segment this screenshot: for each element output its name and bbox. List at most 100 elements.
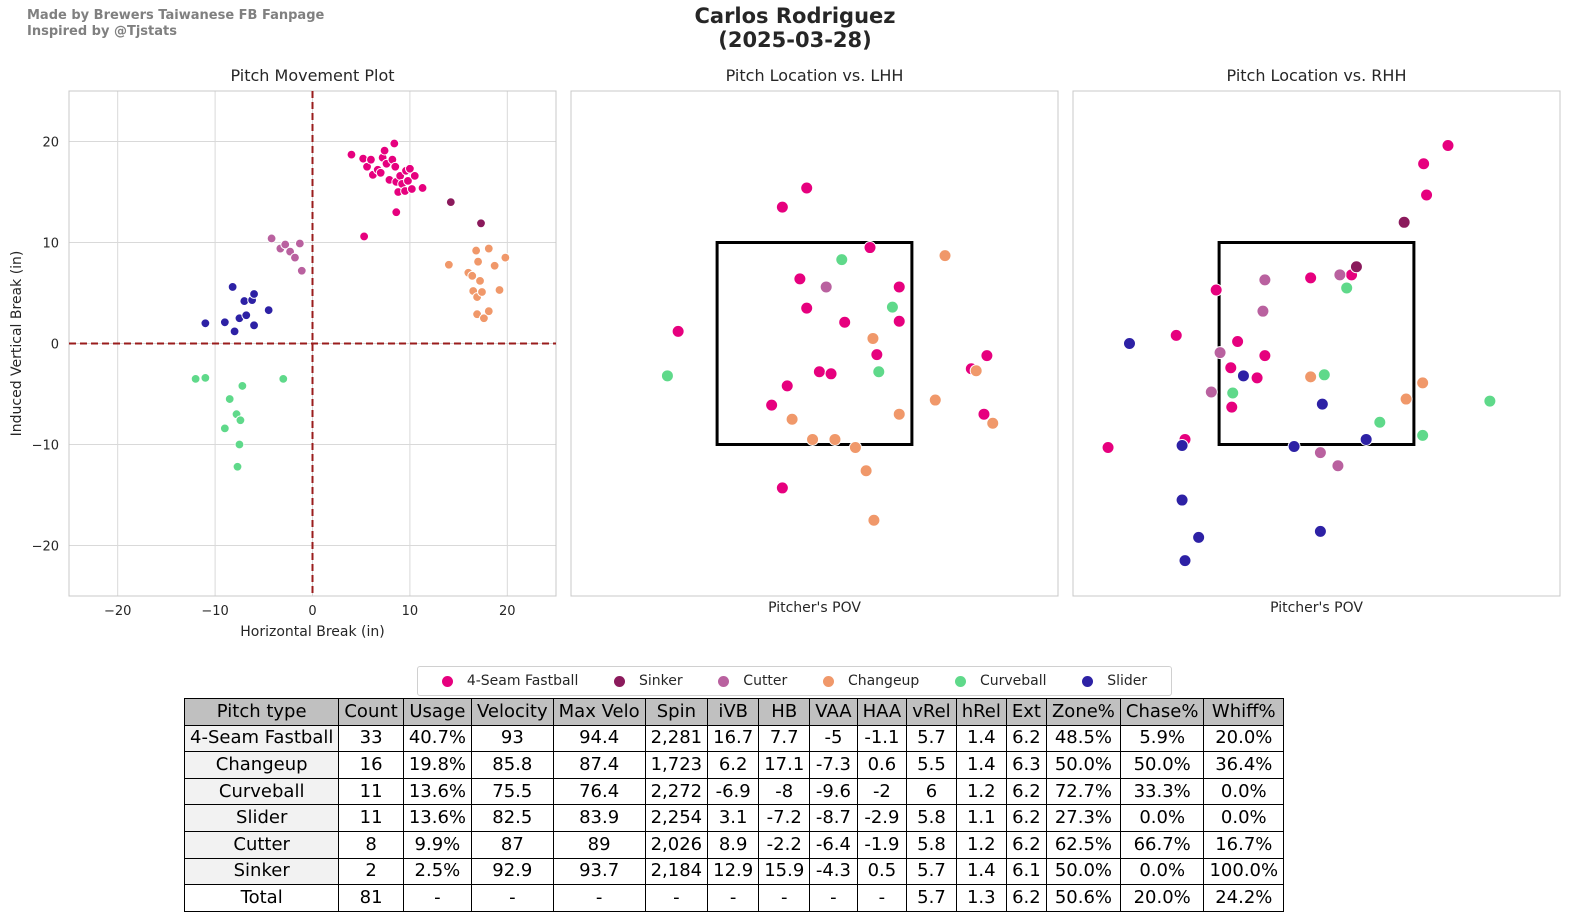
point-changeup bbox=[866, 331, 880, 345]
table-cell: 72.7% bbox=[1045, 777, 1121, 806]
point-changeup bbox=[443, 259, 454, 270]
point-changeup bbox=[928, 393, 942, 407]
point-cutter bbox=[1258, 273, 1272, 287]
plot-pitch-movement-plot: Pitch Movement Plot −20 −10 0 10 20 −20 −10 0 10 2… bbox=[9, 66, 557, 640]
table-cell: 33 bbox=[338, 724, 404, 753]
point-curveball bbox=[219, 423, 230, 434]
column-header: Ext bbox=[1005, 698, 1047, 726]
plot-frame bbox=[1072, 90, 1561, 597]
table-cell: 1,723 bbox=[644, 751, 709, 779]
point-cutter bbox=[266, 233, 277, 244]
point-4-seam-fastball bbox=[1250, 371, 1264, 385]
table-cell: 6 bbox=[906, 777, 957, 806]
table-cell: 2,026 bbox=[644, 830, 709, 859]
y-tick-label: 20 bbox=[42, 136, 59, 151]
table-cell: 48.5% bbox=[1045, 724, 1121, 753]
point-cutter bbox=[1204, 385, 1218, 399]
table-cell: 7.7 bbox=[758, 724, 811, 753]
y-axis-label: Induced Vertical Break (in) bbox=[9, 251, 25, 437]
point-changeup bbox=[473, 256, 483, 267]
point-4-seam-fastball bbox=[1304, 271, 1318, 285]
point-slider bbox=[219, 317, 230, 328]
x-tick-label: 20 bbox=[499, 604, 516, 619]
plot-title: Pitch Location vs. LHH bbox=[726, 66, 904, 85]
point-changeup bbox=[986, 416, 1000, 430]
point-curveball bbox=[234, 439, 245, 450]
point-changeup bbox=[806, 432, 820, 446]
table-cell: 1.2 bbox=[955, 777, 1007, 806]
table-cell: 93 bbox=[471, 724, 554, 753]
legend-item-slider: Slider bbox=[1082, 673, 1147, 689]
table-header-row: Pitch type Count Usage Velocity Max Velo Spin… bbox=[183, 698, 1285, 726]
x-axis-label: Pitcher's POV bbox=[768, 600, 861, 616]
point-curveball bbox=[237, 381, 248, 391]
table-cell: 8.9 bbox=[707, 830, 760, 859]
table-cell: 8 bbox=[338, 830, 404, 859]
table-cell: 89 bbox=[552, 830, 646, 859]
x-tick-label: 10 bbox=[402, 604, 419, 619]
table-cell: - bbox=[471, 884, 554, 912]
point-4-seam-fastball bbox=[417, 183, 428, 193]
table-cell: 92.9 bbox=[471, 857, 554, 886]
point-curveball bbox=[835, 253, 849, 267]
table-cell: 5.5 bbox=[906, 751, 957, 779]
table-cell: 1.4 bbox=[955, 751, 1007, 779]
table-row: Curveball 11 13.6% 75.5 76.4 2,272 -6.9 -8 -9.6-… bbox=[183, 777, 1285, 806]
legend-label: Curveball bbox=[979, 673, 1047, 689]
point-changeup bbox=[479, 313, 489, 324]
table-cell: 13.6% bbox=[402, 804, 473, 832]
table-cell: - bbox=[809, 884, 858, 912]
plot-title: Pitch Movement Plot bbox=[230, 66, 394, 85]
table-cell: 27.3% bbox=[1045, 804, 1121, 832]
table-cell: 0.0% bbox=[1203, 777, 1285, 806]
point-4-seam-fastball bbox=[403, 175, 413, 186]
legend-marker bbox=[614, 675, 625, 687]
point-4-seam-fastball bbox=[812, 365, 826, 379]
table-cell: -5 bbox=[809, 724, 858, 753]
table-cell: 0.0% bbox=[1119, 804, 1205, 832]
column-header: Max Velo bbox=[552, 698, 646, 726]
table-row: Total 81- - - - - - - -5.7 1.3 6.2 50.6% 20.0% 24.2% bbox=[183, 884, 1285, 912]
point-sinker bbox=[476, 218, 486, 229]
table-cell: 6.2 bbox=[707, 751, 760, 779]
point-slider bbox=[1313, 524, 1327, 538]
table-cell: 2,254 bbox=[644, 804, 709, 832]
point-slider bbox=[1178, 554, 1192, 568]
point-changeup bbox=[848, 441, 862, 455]
point-4-seam-fastball bbox=[870, 348, 884, 362]
point-4-seam-fastball bbox=[980, 349, 994, 363]
point-slider bbox=[1122, 337, 1136, 350]
point-changeup bbox=[938, 249, 952, 263]
table-cell: 5.7 bbox=[906, 857, 957, 886]
table-cell: 0.6 bbox=[856, 751, 908, 779]
credit-line-1: Made by Brewers Taiwanese FB Fanpage bbox=[27, 8, 325, 23]
point-4-seam-fastball bbox=[1258, 349, 1272, 363]
point-4-seam-fastball bbox=[390, 161, 401, 172]
point-4-seam-fastball bbox=[671, 324, 685, 338]
table-cell: 12.9 bbox=[707, 857, 760, 886]
table-cell: 1.3 bbox=[955, 884, 1007, 912]
row-pitch-type: Sinker bbox=[183, 857, 340, 886]
point-cutter bbox=[819, 280, 833, 294]
point-4-seam-fastball bbox=[863, 241, 877, 255]
point-changeup bbox=[785, 412, 799, 426]
table-cell: -2.2 bbox=[758, 830, 811, 859]
table-cell: 6.2 bbox=[1005, 724, 1047, 753]
legend-item-sinker: Sinker bbox=[614, 673, 683, 689]
point-changeup bbox=[494, 285, 505, 295]
table-cell: 16 bbox=[338, 751, 404, 779]
table-cell: -6.9 bbox=[707, 777, 760, 806]
table-cell: 85.8 bbox=[471, 751, 554, 779]
point-curveball bbox=[224, 394, 235, 404]
point-4-seam-fastball bbox=[1231, 334, 1245, 348]
point-4-seam-fastball bbox=[366, 154, 376, 165]
table-cell: - bbox=[644, 884, 709, 912]
plot-pitch-location-vs-lhh: Pitch Location vs. LHH Pitcher's POV bbox=[570, 66, 1059, 616]
column-header: Velocity bbox=[471, 698, 554, 726]
point-changeup bbox=[477, 287, 487, 297]
point-curveball bbox=[1226, 386, 1240, 400]
table-cell: 1.1 bbox=[955, 804, 1007, 832]
credits: Made by Brewers Taiwanese FB Fanpage Ins… bbox=[27, 8, 324, 40]
legend-item-changeup: Changeup bbox=[822, 673, 919, 689]
point-4-seam-fastball bbox=[379, 145, 390, 156]
